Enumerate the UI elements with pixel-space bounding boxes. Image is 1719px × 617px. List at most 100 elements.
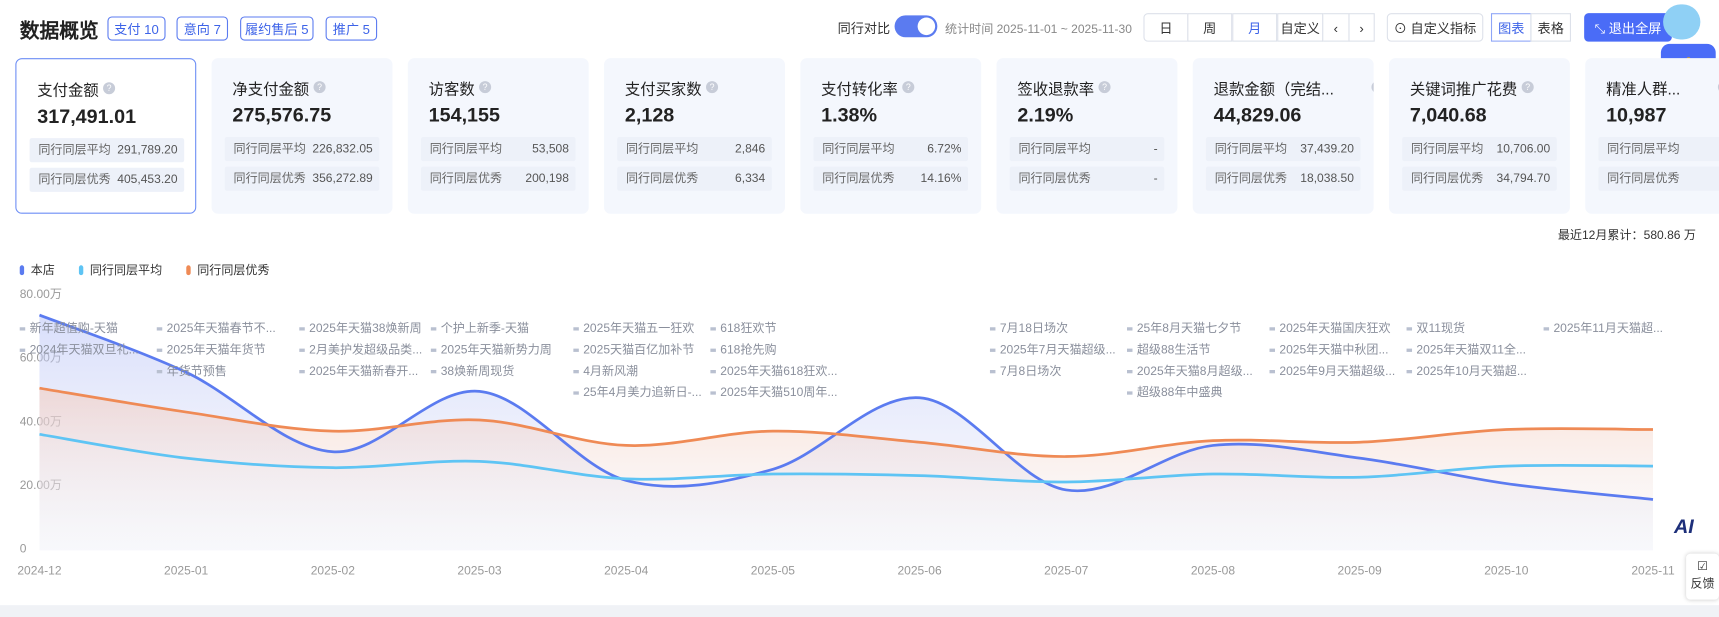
next-button[interactable]: › — [1348, 13, 1375, 42]
event-marker — [19, 348, 26, 352]
event-marker — [430, 348, 437, 352]
metric-value: 44,829.06 — [1213, 104, 1302, 127]
custom-metric-button[interactable]: ⊙ 自定义指标 — [1386, 13, 1484, 42]
event-label: 38焕新周现货 — [441, 363, 515, 378]
event-label: 2月美护发超级品类... — [309, 341, 422, 356]
help-icon: ? — [1521, 81, 1534, 94]
metric-card[interactable]: 支付转化率? 1.38% 同行同层平均 6.72% 同行同层优秀 14.16% — [800, 58, 982, 214]
event-label: 618狂欢节 — [720, 320, 776, 335]
benchmark-row: 同行同层平均 226,832.05 — [224, 137, 380, 162]
benchmark-label: 同行同层优秀 — [1410, 172, 1484, 186]
ai-label: AI — [1674, 515, 1694, 538]
event-label: 2024年天猫双旦礼... — [30, 341, 139, 356]
benchmark-value: 356,272.89 — [312, 172, 373, 186]
legend-swatch — [186, 265, 191, 276]
event-marker — [156, 370, 163, 374]
event-label: 双11现货 — [1416, 320, 1465, 335]
event-label: 2025年天猫春节不... — [167, 321, 276, 335]
x-tick-label: 2025-05 — [751, 563, 796, 577]
benchmark-label: 同行同层平均 — [625, 142, 699, 156]
event-marker — [710, 327, 716, 331]
metric-card[interactable]: 支付买家数? 2,128 同行同层平均 2,846 同行同层优秀 6,334 — [604, 58, 785, 214]
feedback-button[interactable]: ☑ 反馈 — [1686, 553, 1719, 600]
event-marker — [430, 327, 437, 331]
event-label: 2025年7月天猫超级... — [1000, 341, 1116, 356]
event-label: 2025年天猫38焕新周 — [309, 320, 421, 335]
period-button[interactable]: 自定义 — [1277, 13, 1324, 42]
help-icon: ? — [479, 81, 492, 94]
metric-name: 签收退款率 — [1017, 80, 1095, 98]
footer-strip — [0, 605, 1719, 617]
benchmark-row: 同行同层优秀 - — [1009, 166, 1165, 191]
event-marker — [989, 327, 996, 331]
ai-button[interactable]: AI — [1674, 515, 1694, 538]
filter-tag[interactable]: 意向 7 — [176, 16, 229, 41]
y-tick-label: 80.00万 — [20, 287, 62, 301]
filter-tag[interactable]: 推广 5 — [325, 16, 378, 41]
event-marker — [1406, 370, 1413, 374]
benchmark-label: 同行同层平均 — [1214, 142, 1288, 156]
benchmark-value: - — [1153, 142, 1158, 156]
event-label: 2025年天猫618狂欢... — [720, 363, 837, 378]
filter-tag[interactable]: 支付 10 — [107, 16, 166, 41]
view-button[interactable]: 图表 — [1490, 13, 1532, 42]
benchmark-label: 同行同层平均 — [1018, 142, 1091, 156]
benchmark-value: 37,439.20 — [1300, 142, 1354, 156]
event-marker — [1269, 327, 1275, 331]
compare-toggle[interactable] — [894, 15, 938, 38]
metric-card[interactable]: 精准人群...? 10,987 同行同层平均- 同行同层优秀- — [1585, 58, 1719, 214]
event-label: 2025年天猫510周年... — [720, 385, 837, 399]
metric-card[interactable]: 退款金额（完结...? 44,829.06 同行同层平均 37,439.20 同行同层优… — [1192, 58, 1374, 214]
y-tick-label: 0 — [20, 541, 27, 555]
custom-metric-label: 自定义指标 — [1410, 20, 1477, 37]
period-button[interactable]: 日 — [1143, 13, 1189, 42]
event-label: 2025年天猫中秋团... — [1279, 341, 1388, 356]
benchmark-label: 同行同层平均 — [429, 142, 503, 156]
event-marker — [573, 327, 579, 331]
filter-tag[interactable]: 履约售后 5 — [240, 16, 314, 41]
event-marker — [989, 348, 996, 352]
benchmark-row: 同行同层平均 - — [1009, 137, 1165, 162]
event-marker — [1126, 327, 1133, 331]
stat-time: 统计时间 2025-11-01 ~ 2025-11-30 — [945, 23, 1132, 37]
benchmark-label: 同行同层优秀 — [38, 173, 111, 187]
metric-name: 支付买家数 — [624, 80, 702, 98]
help-icon: ? — [706, 81, 719, 94]
legend-label: 本店 — [31, 263, 55, 277]
benchmark-row: 同行同层平均 10,706.00 — [1402, 137, 1557, 162]
exit-label: 退出全屏 — [1608, 20, 1662, 37]
metric-card[interactable]: 净支付金额? 275,576.75 同行同层平均 226,832.05 同行同层优秀 35… — [211, 58, 393, 214]
benchmark-label: 同行同层平均 — [38, 143, 111, 157]
benchmark-value: 2,846 — [735, 142, 766, 156]
metric-name: 精准人群... — [1606, 80, 1681, 98]
view-button[interactable]: 表格 — [1530, 13, 1571, 42]
event-label: 2025天猫百亿加补节 — [583, 341, 694, 356]
event-marker — [299, 348, 305, 352]
x-tick-label: 2025-11 — [1631, 563, 1675, 577]
metric-card[interactable]: 关键词推广花费? 7,040.68 同行同层平均 10,706.00 同行同层优秀 34,… — [1389, 58, 1570, 214]
metric-card[interactable]: 签收退款率? 2.19% 同行同层平均 - 同行同层优秀 - — [996, 58, 1178, 214]
benchmark-row: 同行同层优秀 14.16% — [813, 166, 969, 191]
benchmark-value: 291,789.20 — [117, 143, 178, 157]
metric-card[interactable]: 访客数? 154,155 同行同层平均 53,508 同行同层优秀 200,198 — [407, 58, 589, 214]
benchmark-value: 200,198 — [525, 172, 569, 186]
metric-value: 2,128 — [624, 104, 675, 127]
benchmark-value: 6.72% — [927, 142, 962, 156]
event-label: 2025年11月天猫超... — [1553, 320, 1663, 335]
benchmark-value: - — [1153, 172, 1158, 186]
event-label: 个护上新季-天猫 — [441, 320, 529, 335]
event-label: 4月新风潮 — [583, 363, 638, 378]
event-marker — [1543, 327, 1550, 331]
period-button[interactable]: 月 — [1232, 13, 1278, 42]
x-tick-label: 2025-08 — [1191, 563, 1236, 577]
metric-value: 275,576.75 — [232, 104, 332, 127]
event-marker — [573, 391, 579, 395]
period-button[interactable]: 周 — [1187, 13, 1233, 42]
event-marker — [573, 370, 579, 374]
metric-card[interactable]: 支付金额? 317,491.01 同行同层平均 291,789.20 同行同层优秀 405… — [15, 58, 197, 214]
event-label: 2025年天猫年货节 — [167, 341, 266, 356]
benchmark-value: 14.16% — [920, 172, 962, 186]
legend-label: 同行同层平均 — [90, 263, 162, 277]
metric-name: 支付金额 — [37, 81, 99, 99]
